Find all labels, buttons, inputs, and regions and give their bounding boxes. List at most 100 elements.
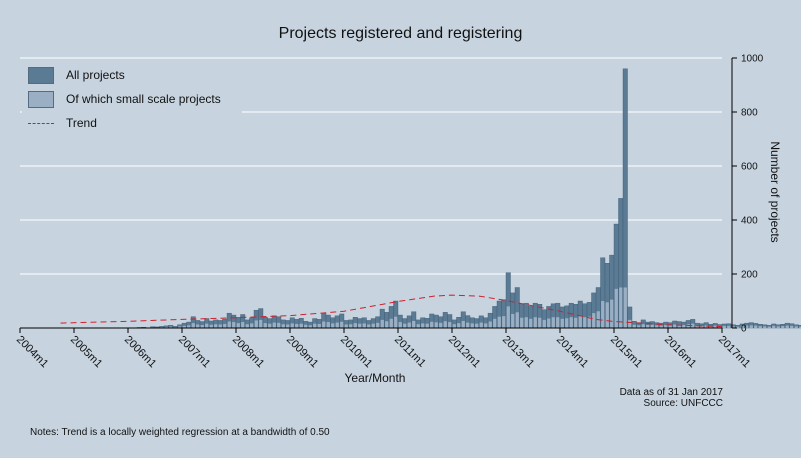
x-tick-label: 2008m1 (230, 334, 267, 371)
bar-small-scale (218, 324, 222, 328)
bar-small-scale (263, 323, 267, 328)
bar-small-scale (227, 321, 231, 328)
bar-small-scale (493, 318, 497, 328)
bar-small-scale (434, 322, 438, 328)
legend-label-small: Of which small scale projects (66, 92, 221, 106)
x-tick-label: 2015m1 (608, 334, 645, 371)
bar-small-scale (236, 323, 240, 328)
bar-small-scale (695, 325, 699, 328)
bar-small-scale (205, 323, 209, 328)
bar-small-scale (659, 325, 663, 328)
legend-item-trend: Trend (28, 114, 97, 132)
bar-small-scale (542, 319, 546, 328)
bar-small-scale (286, 324, 290, 328)
bar-small-scale (560, 318, 564, 328)
bar-small-scale (358, 323, 362, 328)
bar-small-scale (731, 326, 735, 328)
bar-small-scale (686, 324, 690, 328)
bar-small-scale (781, 326, 785, 328)
bar-small-scale (610, 299, 614, 328)
bar-small-scale (745, 325, 749, 328)
bar-small-scale (187, 325, 191, 328)
bar-small-scale (196, 324, 200, 328)
bar-small-scale (313, 323, 317, 328)
bar-small-scale (376, 322, 380, 328)
bar-small-scale (425, 323, 429, 328)
bar-small-scale (754, 325, 758, 328)
bar-small-scale (529, 318, 533, 328)
bar-small-scale (722, 325, 726, 328)
bar-small-scale (182, 325, 186, 328)
bar-small-scale (727, 325, 731, 328)
bar-small-scale (223, 323, 227, 328)
legend-item-small-scale: Of which small scale projects (28, 90, 221, 108)
bar-small-scale (650, 324, 654, 328)
y-axis-label: Number of projects (768, 141, 782, 243)
bar-small-scale (484, 323, 488, 328)
bar-small-scale (578, 316, 582, 328)
bar-small-scale (290, 323, 294, 328)
bar-small-scale (421, 323, 425, 328)
bar-small-scale (520, 317, 524, 328)
legend-swatch-small (28, 90, 54, 108)
x-tick-label: 2004m1 (14, 334, 51, 371)
bar-small-scale (457, 323, 461, 328)
bar-small-scale (506, 306, 510, 328)
bar-small-scale (268, 323, 272, 328)
bar-small-scale (448, 322, 452, 328)
bar-small-scale (443, 321, 447, 328)
bar-small-scale (412, 320, 416, 328)
bar-small-scale (371, 323, 375, 328)
bar-small-scale (389, 318, 393, 328)
bar-small-scale (763, 326, 767, 328)
x-tick-label: 2013m1 (500, 334, 537, 371)
bar-small-scale (488, 321, 492, 328)
chart-legend: All projects Of which small scale projec… (22, 61, 242, 137)
bar-small-scale (646, 325, 650, 328)
bar-small-scale (673, 324, 677, 328)
bar-small-scale (241, 322, 245, 328)
bar-small-scale (245, 324, 249, 328)
x-tick-label: 2011m1 (392, 334, 428, 370)
bar-small-scale (691, 323, 695, 328)
bar-small-scale (655, 325, 659, 328)
bar-small-scale (623, 287, 627, 328)
legend-label-trend: Trend (66, 116, 97, 130)
bar-small-scale (776, 326, 780, 328)
bar-small-scale (254, 320, 258, 328)
bar-small-scale (317, 323, 321, 328)
bar-small-scale (380, 319, 384, 328)
source-note: Source: UNFCCC (643, 398, 723, 409)
bar-small-scale (200, 325, 204, 328)
bar-small-scale (677, 324, 681, 328)
bar-small-scale (367, 324, 371, 328)
bar-small-scale (322, 321, 326, 328)
bar-small-scale (772, 325, 776, 328)
bar-small-scale (718, 326, 722, 328)
bar-small-scale (281, 324, 285, 328)
bar-small-scale (214, 324, 218, 328)
y-tick-label: 800 (741, 108, 758, 119)
bar-small-scale (232, 322, 236, 328)
legend-label-all: All projects (66, 68, 125, 82)
bar-small-scale (470, 323, 474, 328)
bar-small-scale (407, 322, 411, 328)
bar-small-scale (191, 323, 195, 328)
bar-small-scale (587, 316, 591, 328)
bar-small-scale (799, 326, 801, 328)
bar-small-scale (524, 317, 528, 328)
source-block: Data as of 31 Jan 2017 Source: UNFCCC (620, 387, 723, 409)
bar-small-scale (709, 326, 713, 328)
bar-small-scale (497, 316, 501, 328)
bar-small-scale (628, 319, 632, 328)
chart-title: Projects registered and registering (278, 25, 523, 42)
y-tick-label: 0 (741, 324, 747, 335)
bar-small-scale (700, 325, 704, 328)
bar-small-scale (605, 302, 609, 328)
bar-small-scale (466, 322, 470, 328)
x-axis-label: Year/Month (344, 371, 406, 385)
x-tick-label: 2012m1 (446, 334, 483, 371)
bar-small-scale (277, 322, 281, 328)
bar-small-scale (569, 317, 573, 328)
bar-small-scale (164, 326, 168, 328)
